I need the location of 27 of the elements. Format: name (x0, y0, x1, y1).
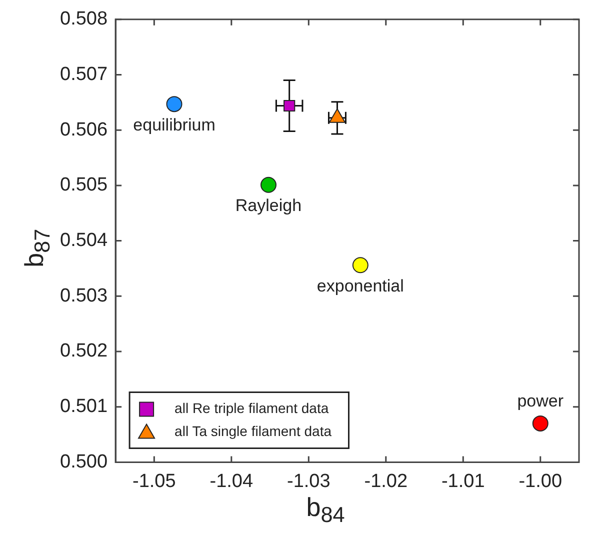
x-tick-label: -1.03 (286, 470, 330, 492)
x-tick-label: -1.05 (132, 470, 176, 492)
x-tick-label: -1.01 (441, 470, 485, 492)
y-tick-label: 0.500 (60, 451, 108, 472)
annotation: exponential (316, 276, 404, 296)
point (284, 100, 296, 112)
x-tick-label: -1.02 (364, 470, 408, 492)
x-tick-label: -1.00 (518, 470, 562, 492)
annotation: equilibrium (133, 115, 216, 134)
y-tick-label: 0.507 (60, 64, 108, 85)
y-tick-label: 0.508 (60, 8, 108, 30)
point (352, 257, 368, 274)
y-tick-label: 0.504 (60, 230, 108, 252)
y-tick-label: 0.502 (60, 340, 108, 362)
point (532, 415, 548, 432)
point (166, 96, 182, 112)
annotation: power (517, 392, 564, 411)
point (260, 176, 276, 193)
y-tick-label: 0.503 (60, 285, 108, 306)
y-tick-label: 0.506 (60, 119, 108, 140)
annotation: Rayleigh (235, 196, 302, 216)
y-tick-label: 0.501 (60, 396, 108, 418)
legend-label: all Re triple filament data (174, 400, 329, 416)
x-tick-label: -1.04 (210, 470, 254, 492)
legend-label: all Ta single filament data (174, 423, 332, 440)
y-tick-label: 0.505 (60, 174, 108, 196)
x-axis-title: b$_{84}$ (305, 492, 346, 528)
